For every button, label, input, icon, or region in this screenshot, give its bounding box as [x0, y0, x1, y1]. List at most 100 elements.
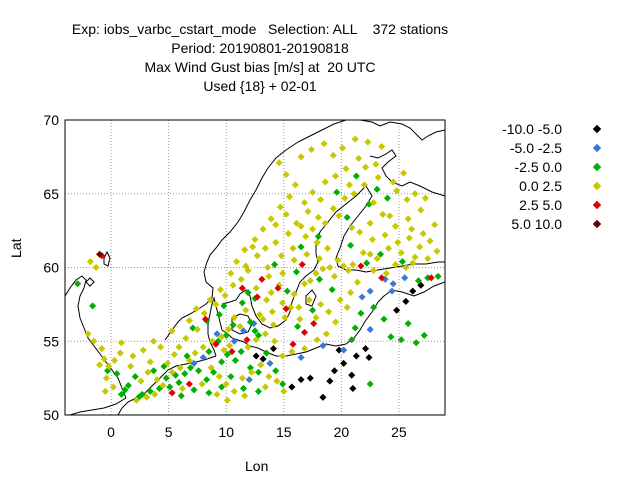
y-tick-label: 65 — [43, 186, 59, 202]
station-point-series-2 — [343, 213, 351, 221]
station-point-series-2 — [366, 380, 374, 388]
station-point-series-3 — [426, 237, 434, 245]
station-point-series-2 — [283, 287, 291, 295]
station-point-series-3 — [408, 225, 416, 233]
coastline-orkney — [85, 277, 95, 287]
station-point-series-3 — [237, 275, 245, 283]
station-point-series-2 — [231, 356, 239, 364]
station-point-series-3 — [389, 178, 397, 186]
station-point-series-3 — [280, 387, 288, 395]
station-point-series-3 — [137, 377, 145, 385]
station-point-series-3 — [424, 255, 432, 263]
station-point-series-2 — [370, 303, 378, 311]
station-point-series-3 — [309, 225, 317, 233]
station-point-series-2 — [218, 358, 226, 366]
legend-swatch-icon — [592, 124, 602, 134]
station-point-series-1 — [366, 325, 374, 333]
legend-entry: -5.0 -2.5 — [470, 139, 610, 158]
station-point-series-2 — [347, 241, 355, 249]
station-point-series-3 — [416, 243, 424, 251]
station-point-series-4 — [310, 320, 318, 328]
station-point-series-0 — [340, 359, 348, 367]
station-point-series-3 — [335, 212, 343, 220]
station-point-series-3 — [242, 262, 250, 270]
station-point-series-3 — [393, 187, 401, 195]
station-point-series-2 — [352, 172, 360, 180]
station-point-series-3 — [238, 374, 246, 382]
station-point-series-3 — [191, 349, 199, 357]
station-point-series-2 — [363, 259, 371, 267]
station-point-series-2 — [348, 336, 356, 344]
legend-swatch-icon — [592, 219, 602, 229]
station-point-series-2 — [294, 322, 302, 331]
station-point-series-3 — [405, 234, 413, 242]
station-point-series-3 — [378, 143, 386, 151]
station-point-series-3 — [324, 244, 332, 252]
station-point-series-3 — [322, 330, 330, 338]
station-point-series-4 — [357, 262, 365, 270]
station-point-series-3 — [356, 228, 364, 236]
station-point-series-3 — [351, 135, 359, 143]
station-point-series-3 — [227, 269, 235, 277]
station-point-series-3 — [242, 306, 250, 314]
station-point-series-3 — [300, 280, 309, 288]
station-point-series-0 — [349, 384, 357, 392]
station-point-series-3 — [402, 263, 410, 272]
station-point-series-3 — [325, 308, 333, 316]
station-point-series-3 — [129, 352, 137, 360]
station-point-series-3 — [282, 171, 290, 179]
station-point-series-2 — [227, 373, 235, 381]
station-point-series-3 — [303, 250, 311, 258]
station-point-series-2 — [203, 376, 211, 384]
station-point-series-2 — [181, 370, 189, 378]
station-point-series-3 — [100, 355, 108, 363]
station-point-series-0 — [335, 346, 343, 354]
station-point-series-3 — [391, 222, 400, 230]
station-point-series-4 — [378, 274, 386, 282]
station-point-series-2 — [186, 364, 195, 372]
station-point-series-2 — [420, 331, 428, 339]
station-point-series-3 — [417, 206, 425, 214]
station-point-series-2 — [239, 384, 248, 392]
station-point-series-3 — [168, 368, 176, 376]
station-point-series-1 — [213, 330, 221, 338]
station-point-series-3 — [431, 221, 439, 229]
station-point-series-3 — [368, 235, 376, 244]
station-point-series-0 — [252, 352, 260, 360]
station-point-series-3 — [272, 221, 280, 229]
legend-label: -10.0 -5.0 — [502, 121, 562, 137]
station-point-series-3 — [386, 212, 394, 220]
station-point-series-0 — [330, 367, 338, 375]
station-point-series-3 — [84, 330, 92, 338]
station-point-series-3 — [265, 272, 273, 280]
x-tick-label: 0 — [107, 424, 115, 440]
station-point-series-2 — [223, 350, 231, 359]
station-point-series-2 — [121, 386, 129, 394]
x-tick-label: 5 — [165, 424, 173, 440]
station-point-series-2 — [373, 185, 381, 193]
station-point-series-2 — [434, 272, 442, 280]
station-point-series-2 — [162, 374, 170, 382]
station-point-series-3 — [320, 140, 328, 148]
station-point-series-1 — [266, 359, 274, 367]
station-point-series-0 — [326, 377, 334, 385]
station-point-series-2 — [218, 383, 226, 391]
station-point-series-3 — [353, 278, 362, 286]
station-point-series-3 — [292, 219, 300, 227]
station-point-series-3 — [212, 300, 220, 308]
station-point-series-1 — [366, 287, 374, 295]
station-point-series-3 — [252, 336, 260, 344]
station-point-series-3 — [226, 342, 234, 350]
legend-entry: 0.0 2.5 — [470, 177, 610, 196]
station-point-series-3 — [267, 289, 275, 297]
coastline-gotland — [305, 289, 317, 307]
station-point-series-2 — [271, 261, 279, 269]
station-point-series-4 — [185, 380, 193, 388]
coastline-great-britain — [65, 275, 127, 399]
station-point-series-1 — [388, 287, 396, 295]
station-point-series-2 — [146, 387, 154, 395]
station-point-series-3 — [143, 393, 151, 401]
station-point-series-3 — [193, 325, 201, 333]
legend-swatch-icon — [592, 143, 602, 153]
station-point-series-2 — [220, 302, 228, 310]
